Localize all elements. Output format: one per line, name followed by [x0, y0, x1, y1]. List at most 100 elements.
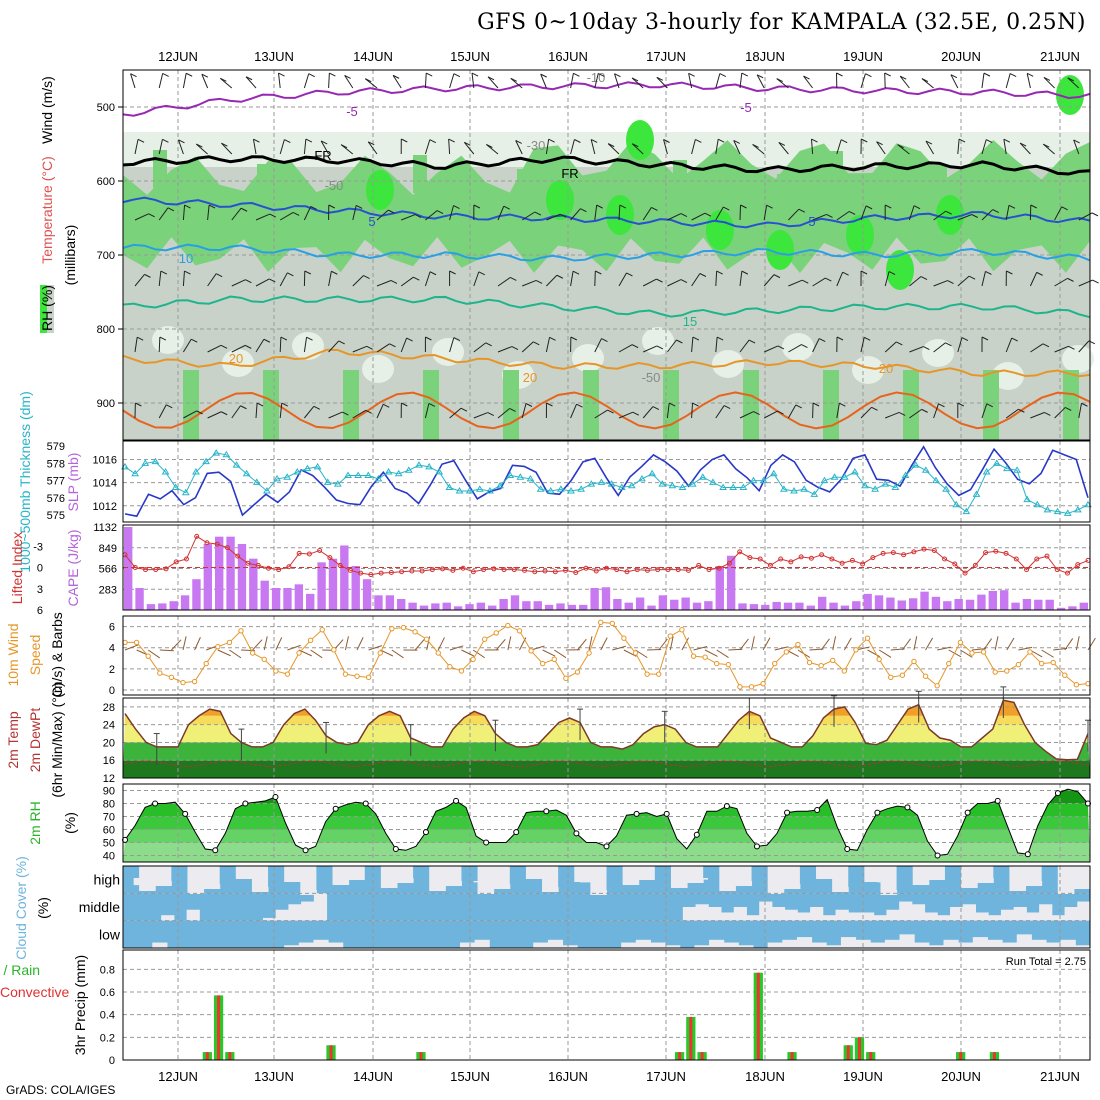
wind-barb	[776, 78, 789, 89]
wind10m-marker	[783, 649, 790, 655]
li-label-6: 6	[37, 605, 43, 617]
wind-barb-flag	[818, 338, 826, 342]
wind-barb	[884, 341, 897, 353]
rh-marker	[392, 846, 399, 852]
lifted-index-marker	[265, 565, 271, 571]
wind-barb	[860, 406, 872, 419]
wind-barb-flag	[448, 138, 455, 143]
wind-barb-flag	[717, 138, 725, 143]
wind-barb-flag	[162, 72, 169, 77]
wind-barb	[812, 277, 826, 287]
cloud-high-cell	[1041, 866, 1059, 881]
wind-barb-flag	[487, 412, 495, 417]
rh-legend-label: RH (%)	[39, 285, 55, 331]
wind-barb	[921, 78, 934, 89]
thickness-marker	[952, 500, 961, 508]
cloud-low-cell	[328, 942, 344, 948]
cloud-high-cell	[816, 866, 833, 879]
wind-barb-flag	[549, 336, 556, 341]
wind10m-label-2: 2	[109, 664, 115, 676]
rh-moist-column-6	[465, 192, 479, 230]
temp-label-16: 16	[103, 755, 115, 767]
wind-barb-flag	[510, 276, 517, 281]
rh-dry-cell-4	[432, 338, 464, 366]
lifted-index-marker	[942, 556, 948, 562]
wind-barb-flag	[692, 402, 699, 407]
wind10m-marker	[180, 679, 186, 686]
wind-barb	[1067, 77, 1080, 89]
wind-barb-flag	[487, 76, 495, 81]
wind10m-barb	[774, 646, 789, 651]
wind10m-marker	[922, 673, 929, 679]
cloud-low-cell	[1075, 945, 1091, 948]
thickness-marker	[688, 480, 697, 487]
cloud-high-cell	[139, 866, 156, 891]
thickness-marker	[323, 478, 332, 485]
lifted-index-marker	[757, 556, 763, 562]
wind10m-barb	[937, 646, 951, 651]
wind10m-marker	[679, 627, 685, 633]
wind-barb-flag	[619, 204, 627, 209]
wind-barb	[1054, 407, 1066, 419]
cape-label-1132: 1132	[93, 522, 117, 534]
wind-barb-flag	[428, 402, 436, 407]
wind10m-barb	[344, 636, 349, 651]
cloud-middle-cell	[721, 912, 735, 921]
cloud-high-cell	[219, 866, 237, 884]
wind-barb-flag	[1036, 271, 1043, 276]
wind-barb	[376, 343, 390, 353]
thickness-marker	[567, 487, 575, 494]
wind-barb-flag	[167, 207, 175, 212]
wind-barb-flag	[320, 140, 328, 145]
wind-barb-flag	[1042, 343, 1050, 348]
cloud-middle-cell	[835, 909, 849, 921]
rh-low-moist-1	[263, 370, 279, 440]
thickness-label-578: 578	[47, 458, 65, 470]
lifted-index-marker	[819, 552, 825, 558]
lifted-index-marker	[276, 567, 282, 573]
thickness-marker	[719, 483, 727, 491]
wind-barb-flag	[460, 407, 468, 412]
lifted-index-marker	[542, 568, 548, 574]
contour-label-14: -50	[642, 370, 661, 385]
wind-barb	[376, 404, 384, 419]
wind-barb	[134, 274, 145, 287]
lifted-index-marker	[716, 565, 722, 571]
cloud-high-cell	[364, 866, 382, 893]
contour-label-7: 15	[683, 314, 697, 329]
wind-barb	[328, 411, 343, 419]
wind10m-marker	[563, 675, 569, 682]
precip-frame	[122, 949, 1091, 1061]
lifted-index-marker	[685, 567, 691, 573]
wind-barb-flag	[801, 344, 808, 349]
lifted-index-marker	[317, 548, 323, 553]
wind-barb	[1005, 73, 1011, 89]
wind10m-marker	[667, 633, 674, 639]
wind-barb	[763, 205, 768, 221]
cloud-low-cell	[621, 942, 637, 948]
wind10m-barb	[356, 637, 364, 651]
cape-bar	[158, 603, 167, 610]
wind10m-marker	[157, 670, 163, 676]
lifted-index-marker	[890, 550, 896, 556]
wind-barb-flag	[884, 204, 892, 209]
thickness-marker	[638, 474, 646, 482]
cloud-middle-cell	[899, 901, 913, 921]
wind-barb-flag	[692, 336, 700, 341]
wind10m-barb	[762, 637, 771, 651]
wind-barb-flag	[596, 204, 603, 209]
wind10m-marker	[342, 671, 349, 677]
thickness-marker	[769, 469, 778, 477]
wind-barb	[376, 209, 389, 221]
wind10m-barb	[890, 648, 905, 651]
wind10m-barb	[368, 645, 383, 651]
cape-axis-title: CAPE (J/kg)	[65, 529, 81, 606]
wind10m-marker	[748, 684, 755, 690]
wind-barb	[400, 337, 408, 353]
cloud-high-cell	[848, 866, 865, 887]
wind-barb-flag	[573, 72, 580, 77]
thickness-marker	[871, 485, 880, 492]
cloud-middle-cell	[1064, 907, 1078, 921]
rh-low-moist-9	[903, 370, 919, 440]
thickness-marker	[850, 468, 859, 475]
